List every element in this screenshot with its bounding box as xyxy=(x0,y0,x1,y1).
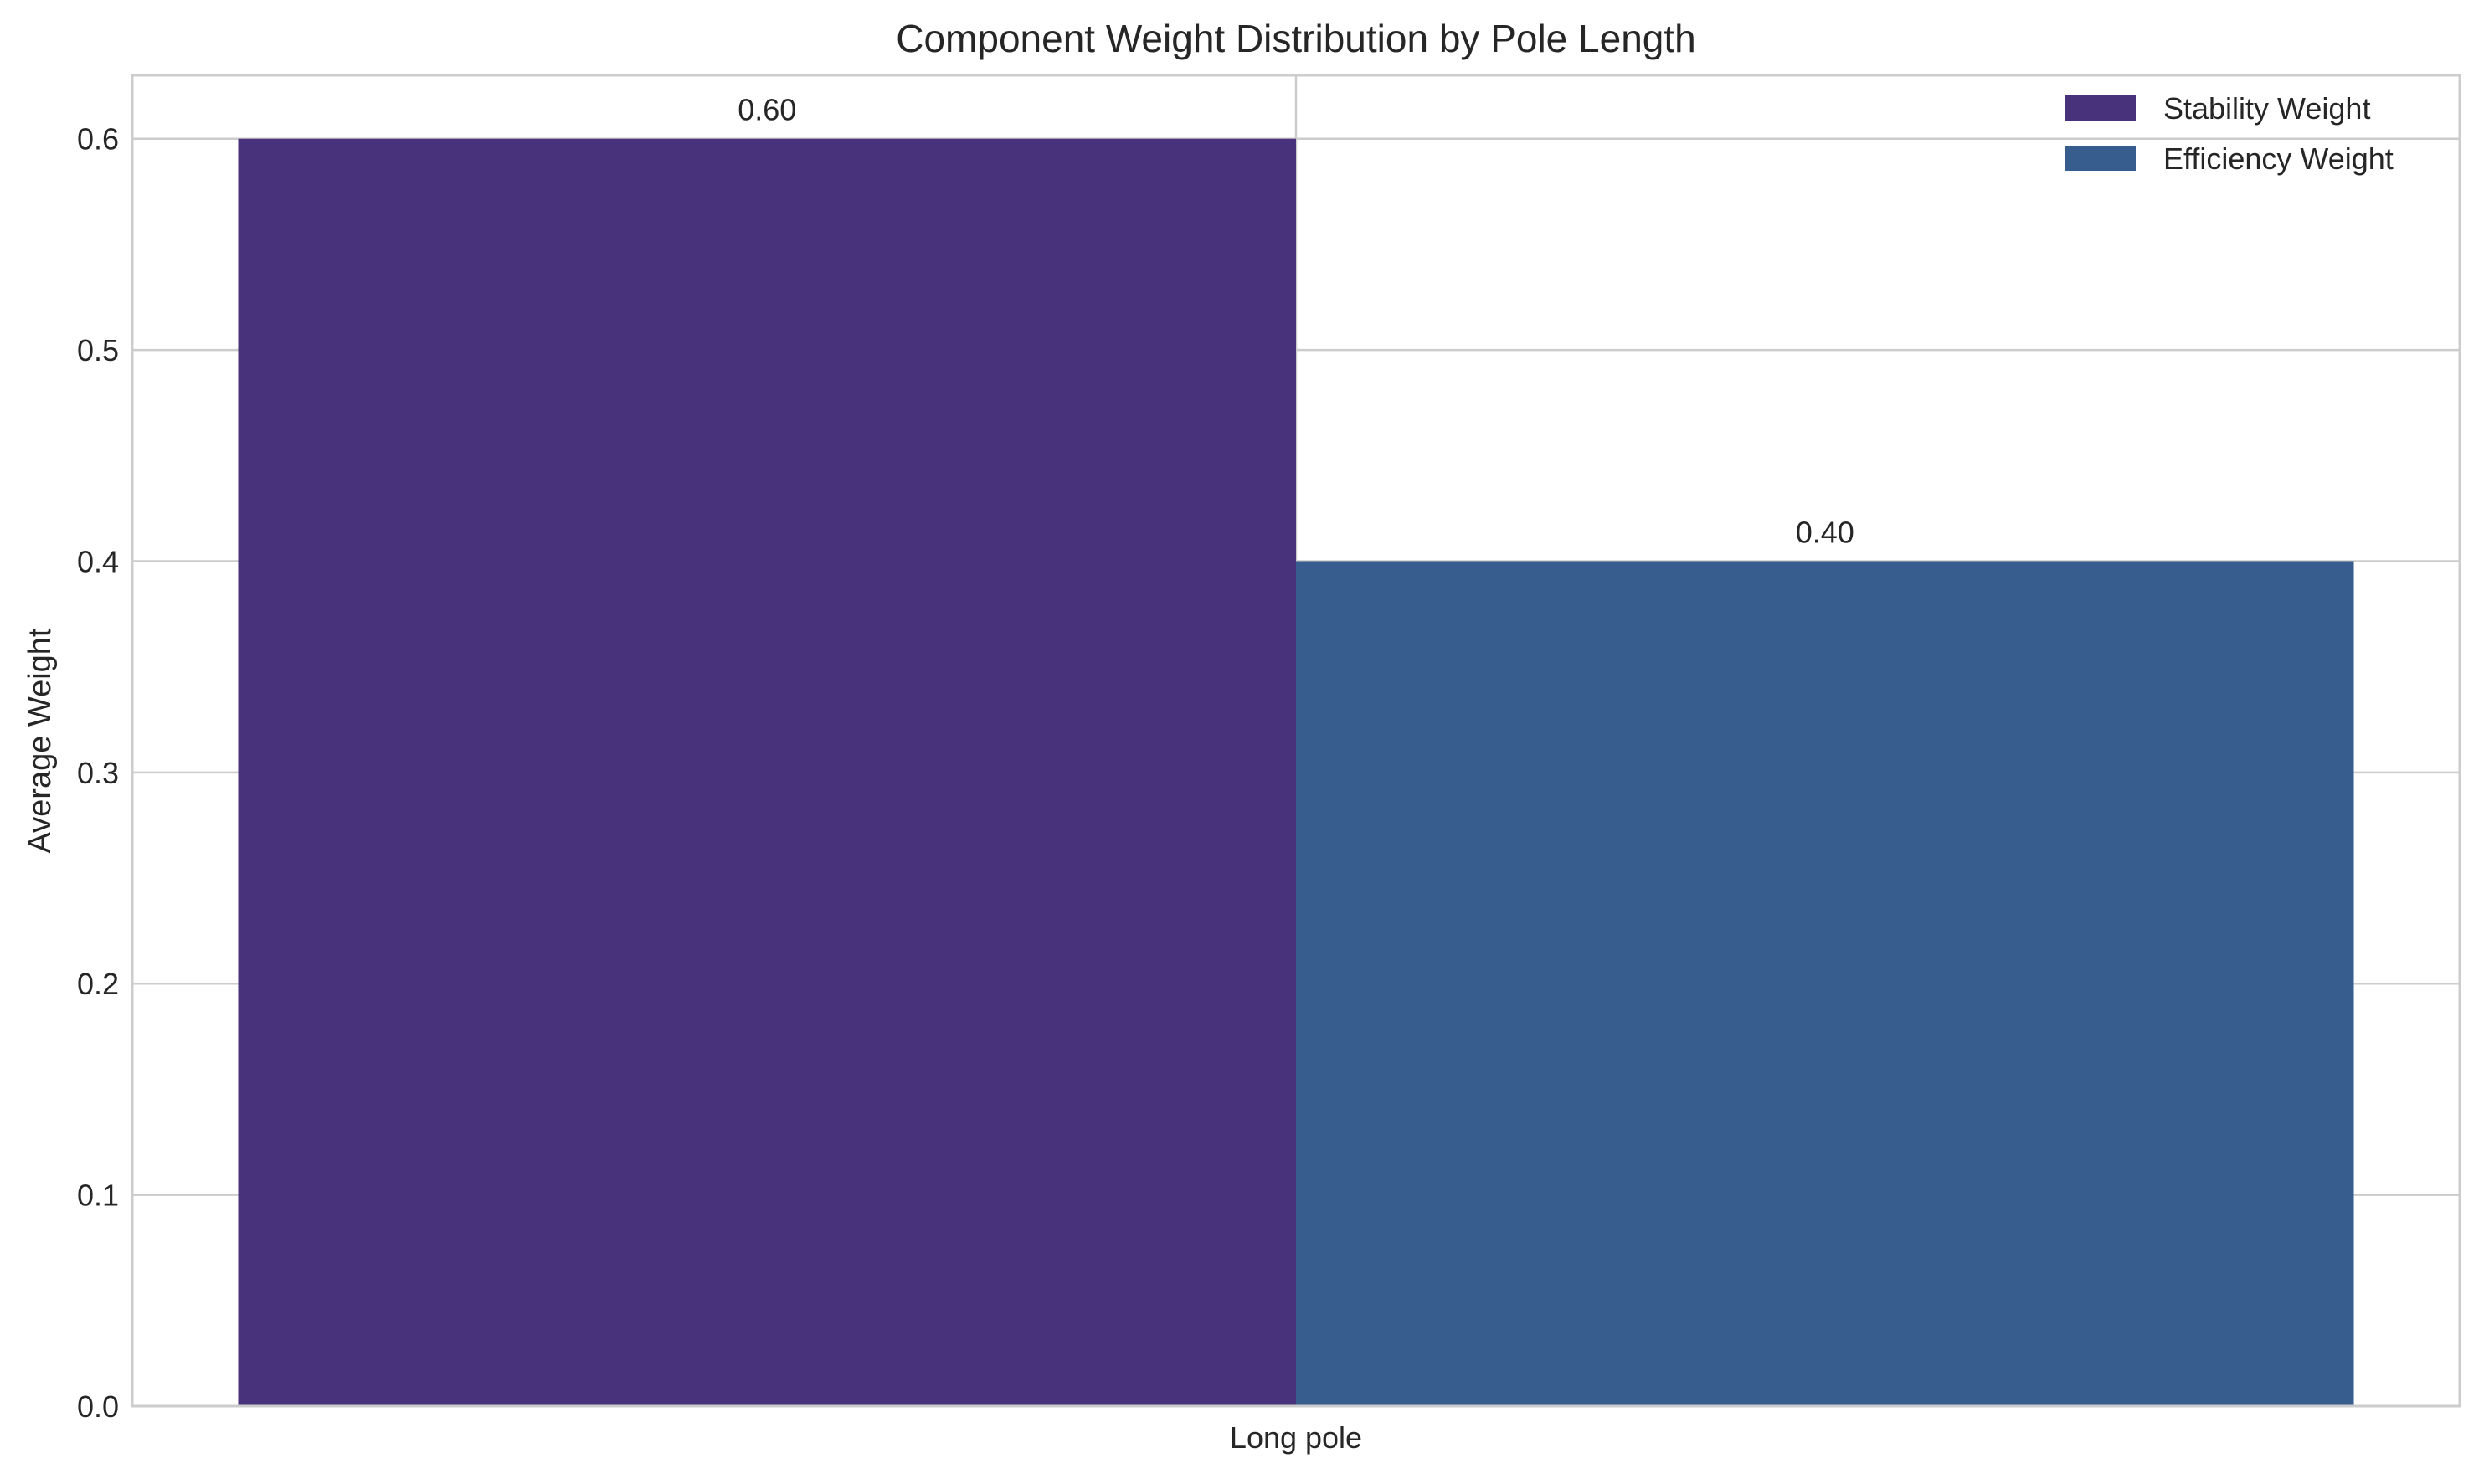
plot-frame xyxy=(131,74,2461,1408)
bar-value-label: 0.60 xyxy=(738,93,796,127)
y-tick-label: 0.4 xyxy=(77,544,119,578)
y-axis-label: Average Weight xyxy=(23,628,58,853)
bar-value-label: 0.40 xyxy=(1796,515,1854,549)
y-tick-label: 0.1 xyxy=(77,1178,119,1213)
y-tick-label: 0.0 xyxy=(77,1389,119,1424)
labels-layer: 0.60 0.40 xyxy=(738,93,1854,550)
legend-swatch xyxy=(2065,95,2136,121)
y-tick-label: 0.3 xyxy=(77,756,119,790)
legend-label: Efficiency Weight xyxy=(2163,141,2394,176)
bar-efficiency-weight xyxy=(1296,561,2354,1406)
bar-stability-weight xyxy=(238,138,1296,1407)
y-tick-label: 0.2 xyxy=(77,967,119,1001)
ticks-layer: 0.0 0.1 0.2 0.3 0.4 0.5 0.6 Long pole xyxy=(77,122,1362,1455)
legend: Stability Weight Efficiency Weight xyxy=(2065,91,2394,176)
chart-title: Component Weight Distribution by Pole Le… xyxy=(896,17,1696,60)
y-tick-label: 0.6 xyxy=(77,122,119,157)
legend-swatch xyxy=(2065,146,2136,171)
bars-layer xyxy=(238,138,2354,1407)
x-tick-label: Long pole xyxy=(1230,1420,1362,1455)
y-tick-label: 0.5 xyxy=(77,333,119,367)
legend-label: Stability Weight xyxy=(2163,91,2370,126)
